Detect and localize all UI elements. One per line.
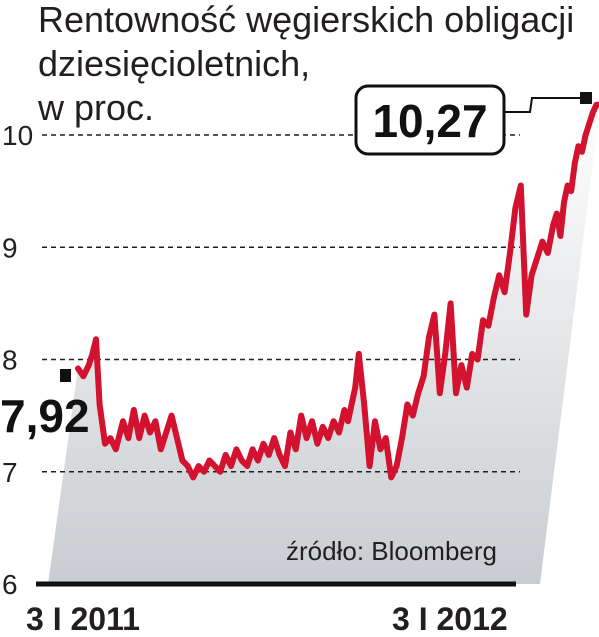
x-tick-label: 3 I 2011 (26, 601, 140, 637)
chart-title-line: Rentowność węgierskich obligacji (38, 0, 574, 40)
start-value-label: 7,92 (0, 390, 90, 442)
chart-title-line: w proc. (37, 87, 154, 128)
end-value-callout: 10,27 (354, 84, 592, 156)
source-note: źródło: Bloomberg (286, 536, 497, 566)
y-tick-label: 8 (2, 345, 18, 376)
y-tick-label: 10 (2, 120, 33, 151)
y-tick-label: 7 (2, 457, 18, 488)
start-value-marker: 7,92 (0, 369, 90, 442)
chart-title-line: dziesięcioletnich, (38, 43, 310, 84)
chart-title: Rentowność węgierskich obligacji dziesię… (37, 0, 574, 128)
x-tick-label: 3 I 2012 (392, 601, 508, 637)
end-value-leader-line (500, 97, 580, 113)
start-value-dot (60, 369, 71, 382)
y-tick-labels: 6 7 8 9 10 (2, 120, 33, 600)
end-value-label: 10,27 (372, 95, 487, 147)
x-tick-labels: 3 I 2011 3 I 2012 (26, 601, 508, 637)
series-line (75, 101, 599, 481)
y-tick-label: 6 (2, 569, 18, 600)
end-value-dot (580, 92, 592, 104)
y-tick-label: 9 (2, 232, 18, 263)
end-value-box (354, 84, 506, 156)
area-fill (48, 104, 599, 584)
